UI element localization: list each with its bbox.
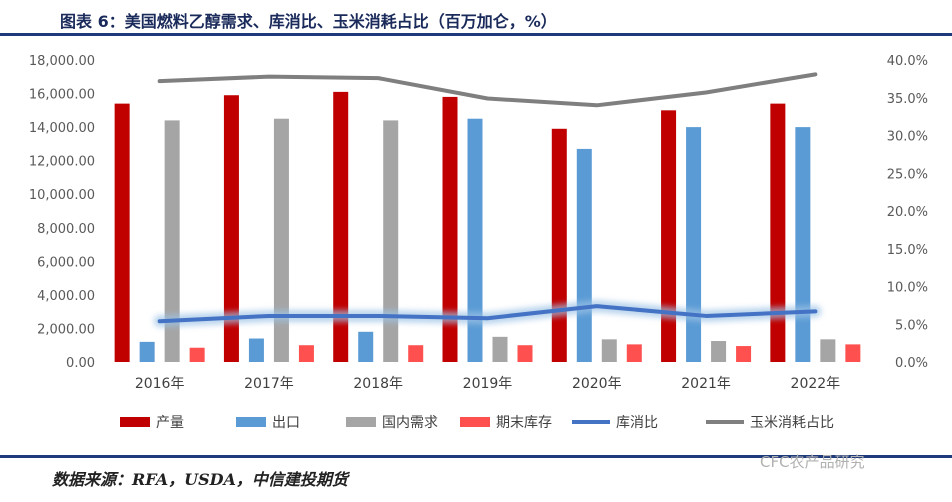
legend-label: 产量 xyxy=(156,415,184,431)
bar-产量 xyxy=(223,95,239,362)
legend-item: 期末库存 xyxy=(460,415,552,431)
right-tick-label: 5.0% xyxy=(895,318,928,333)
legend-item: 玉米消耗占比 xyxy=(706,415,834,431)
chart-area: 0.00 2,000.00 4,000.00 6,000.00 8,000.00 10,0… xyxy=(29,54,928,431)
left-tick-label: 10,000.00 xyxy=(29,188,95,203)
right-axis-ticks: 0.0% 5.0% 10.0% 15.0% 20.0% 25.0% 30.0% 35.0% 40… xyxy=(887,54,928,371)
left-tick-label: 0.00 xyxy=(66,356,95,371)
legend-label: 期末库存 xyxy=(496,415,552,431)
right-tick-label: 0.0% xyxy=(895,356,928,371)
bottom-rule xyxy=(0,455,952,458)
bar-国内需求 xyxy=(273,118,289,362)
line-玉米消耗占比 xyxy=(157,72,818,108)
lines xyxy=(153,72,822,328)
category-label: 2018年 xyxy=(353,376,403,392)
watermark: CFC农产品研究 xyxy=(760,453,865,471)
right-tick-label: 10.0% xyxy=(887,281,928,296)
bar-期末库存 xyxy=(736,346,752,362)
category-label: 2019年 xyxy=(463,376,513,392)
category-label: 2021年 xyxy=(681,376,731,392)
bar-出口 xyxy=(139,341,155,362)
bar-产量 xyxy=(114,103,130,362)
bar-出口 xyxy=(358,331,374,362)
bar-国内需求 xyxy=(164,120,180,363)
title-bar: 图表 6：美国燃料乙醇需求、库消比、玉米消耗占比（百万加仑，%） xyxy=(0,0,952,34)
category-label: 2020年 xyxy=(572,376,622,392)
right-tick-label: 20.0% xyxy=(887,205,928,220)
bar-国内需求 xyxy=(383,120,399,363)
bar-产量 xyxy=(770,103,786,362)
top-rule xyxy=(0,33,952,36)
legend-swatch xyxy=(236,417,266,427)
bar-出口 xyxy=(576,148,592,362)
bar-期末库存 xyxy=(298,345,314,362)
bar-产量 xyxy=(661,110,677,362)
line-库消比 xyxy=(157,304,818,324)
left-tick-label: 8,000.00 xyxy=(37,222,95,237)
source-note: 数据来源：RFA，USDA，中信建投期货 xyxy=(52,470,348,489)
bar-出口 xyxy=(795,127,811,362)
bar-产量 xyxy=(551,128,567,362)
bar-产量 xyxy=(442,96,458,363)
left-tick-label: 4,000.00 xyxy=(37,289,95,304)
left-tick-label: 6,000.00 xyxy=(37,255,95,270)
bar-出口 xyxy=(467,118,483,362)
bar-国内需求 xyxy=(820,339,836,362)
left-axis-ticks: 0.00 2,000.00 4,000.00 6,000.00 8,000.00 10,0… xyxy=(29,54,95,371)
category-label: 2016年 xyxy=(135,376,185,392)
left-tick-label: 16,000.00 xyxy=(29,88,95,103)
category-label: 2022年 xyxy=(791,376,841,392)
right-tick-label: 40.0% xyxy=(887,54,928,69)
legend-item: 产量 xyxy=(120,415,184,431)
legend-label: 库消比 xyxy=(616,415,658,431)
bar-期末库存 xyxy=(845,344,861,362)
left-tick-label: 12,000.00 xyxy=(29,155,95,170)
bar-期末库存 xyxy=(408,345,424,362)
bar-期末库存 xyxy=(189,347,205,362)
legend-swatch xyxy=(346,417,376,427)
bar-出口 xyxy=(686,127,702,362)
left-tick-label: 2,000.00 xyxy=(37,322,95,337)
category-labels: 2016年 2017年 2018年 2019年 2020年 2021年 2022年 xyxy=(135,376,840,392)
legend-label: 国内需求 xyxy=(382,415,438,431)
right-tick-label: 30.0% xyxy=(887,130,928,145)
bar-期末库存 xyxy=(626,344,642,362)
right-tick-label: 15.0% xyxy=(887,243,928,258)
bars xyxy=(114,91,861,363)
legend-label: 出口 xyxy=(272,415,300,431)
bar-产量 xyxy=(333,91,349,362)
legend: 产量 出口 国内需求 期末库存 库消比 玉米消耗占比 xyxy=(120,415,834,431)
legend-swatch xyxy=(120,417,150,427)
chart-title: 图表 6：美国燃料乙醇需求、库消比、玉米消耗占比（百万加仑，%） xyxy=(60,12,557,31)
bar-出口 xyxy=(248,338,264,362)
legend-item: 库消比 xyxy=(572,415,658,431)
legend-label: 玉米消耗占比 xyxy=(750,415,834,431)
legend-swatch xyxy=(460,417,490,427)
bar-期末库存 xyxy=(517,345,533,362)
left-tick-label: 14,000.00 xyxy=(29,121,95,136)
right-tick-label: 35.0% xyxy=(887,92,928,107)
legend-item: 国内需求 xyxy=(346,415,438,431)
bar-国内需求 xyxy=(492,336,508,362)
right-tick-label: 25.0% xyxy=(887,167,928,182)
category-label: 2017年 xyxy=(244,376,294,392)
bar-国内需求 xyxy=(601,339,617,362)
left-tick-label: 18,000.00 xyxy=(29,54,95,69)
bar-国内需求 xyxy=(711,341,727,362)
legend-item: 出口 xyxy=(236,415,300,431)
